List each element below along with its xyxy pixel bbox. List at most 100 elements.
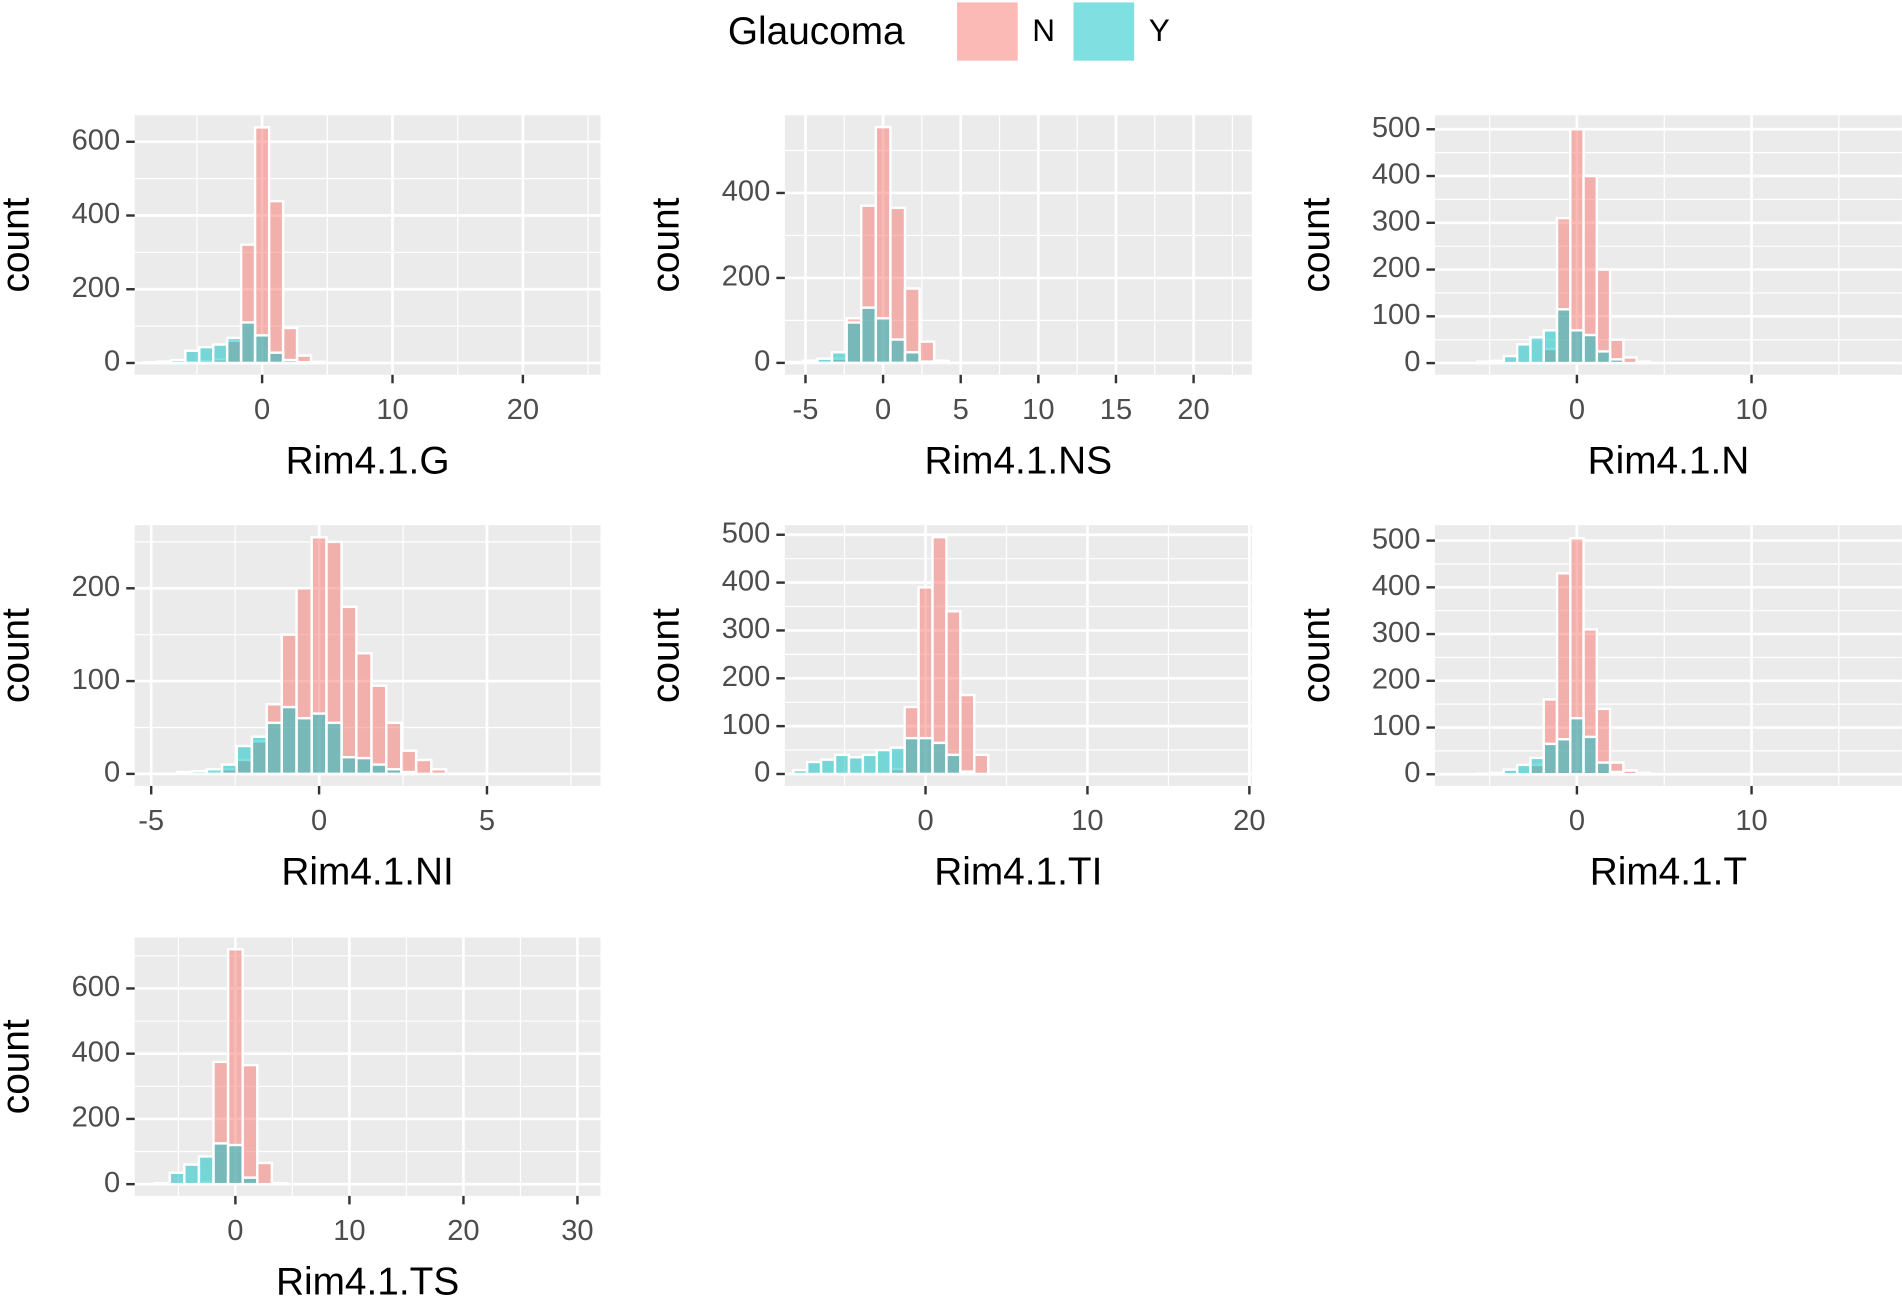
y-tick-label: 200 (722, 261, 771, 293)
bar (226, 1143, 244, 1186)
bar (325, 721, 343, 776)
legend-item: N (957, 2, 1055, 61)
x-axis-label: Rim4.1.G (286, 440, 450, 483)
bar (1502, 354, 1519, 365)
legend-key (957, 2, 1018, 61)
y-axis-label: count (1295, 197, 1338, 292)
bar (355, 756, 373, 776)
bar (945, 610, 962, 776)
bar (1569, 128, 1585, 365)
y-tick-label: 0 (1404, 757, 1420, 789)
y-axis-label: count (1295, 608, 1338, 703)
bar (256, 1161, 274, 1186)
bar (819, 758, 837, 776)
y-tick-label: 300 (1372, 205, 1421, 237)
bar (370, 684, 388, 776)
y-tick-label: 0 (754, 346, 770, 378)
bar (833, 753, 851, 776)
bar (903, 351, 921, 365)
bar (281, 326, 299, 365)
x-tick-label: 0 (1569, 805, 1585, 837)
bar (1569, 329, 1585, 365)
bar (792, 768, 809, 776)
bar (340, 755, 358, 776)
bar (959, 693, 976, 776)
panel-background (1434, 115, 1902, 375)
bar (253, 334, 271, 365)
panel-background (134, 115, 601, 375)
bar (241, 1063, 259, 1186)
bar (220, 763, 239, 776)
x-tick-label: 0 (254, 394, 270, 426)
y-axis-label: count (645, 608, 688, 703)
y-tick-label: 400 (1372, 159, 1421, 191)
bar (265, 721, 284, 776)
bar (142, 361, 159, 365)
bar (889, 746, 906, 776)
bar (1555, 308, 1572, 365)
x-tick-label: 20 (1177, 394, 1209, 426)
bar (430, 768, 448, 776)
y-axis-label: count (0, 608, 38, 703)
bar (859, 306, 878, 365)
bar (183, 1163, 201, 1186)
bar (212, 1142, 230, 1186)
y-tick-label: 200 (1372, 663, 1421, 695)
bar (170, 358, 187, 365)
y-axis-label: count (0, 197, 38, 292)
bar (309, 360, 327, 365)
bar (1635, 771, 1652, 776)
bar (253, 126, 271, 365)
y-tick-label: 200 (722, 661, 771, 693)
bar (945, 753, 962, 776)
bar (918, 340, 936, 365)
bar (931, 741, 948, 776)
bar (400, 770, 418, 776)
x-tick-label: 0 (311, 805, 327, 837)
y-tick-label: 0 (754, 757, 770, 789)
bar (917, 736, 934, 776)
bar (874, 317, 892, 365)
bar (959, 770, 976, 776)
bar (973, 753, 990, 776)
bar (830, 351, 848, 365)
bar (1569, 716, 1585, 776)
bar (1476, 360, 1492, 365)
bar (1555, 738, 1572, 776)
bar (932, 359, 950, 365)
bar (168, 1171, 186, 1186)
y-tick-label: 200 (72, 1102, 121, 1134)
bar (931, 535, 948, 776)
bar (156, 360, 173, 365)
x-tick-label: 10 (1022, 394, 1054, 426)
bar (1622, 769, 1638, 776)
x-axis-label: Rim4.1.N (1588, 440, 1750, 483)
legend-label: N (1032, 12, 1055, 48)
bar (1529, 336, 1545, 365)
bar (212, 343, 229, 365)
y-tick-label: 100 (1372, 299, 1421, 331)
x-tick-label: 20 (1233, 805, 1265, 837)
bar (414, 758, 433, 776)
x-tick-label: 20 (447, 1215, 479, 1247)
x-tick-label: 5 (479, 805, 495, 837)
y-tick-label: 100 (722, 709, 771, 741)
bar (1489, 771, 1506, 776)
x-tick-label: 5 (953, 394, 969, 426)
bar (1635, 360, 1652, 365)
bar (153, 1181, 171, 1186)
bar (1582, 735, 1599, 776)
x-axis-label: Rim4.1.NS (925, 440, 1113, 483)
bar (805, 760, 823, 776)
x-tick-label: 15 (1100, 394, 1132, 426)
bar (845, 321, 863, 365)
x-tick-label: 10 (333, 1215, 365, 1247)
y-tick-label: 600 (72, 124, 121, 156)
y-axis-label: count (0, 1019, 38, 1114)
y-tick-label: 500 (722, 517, 771, 549)
bar (903, 736, 920, 776)
